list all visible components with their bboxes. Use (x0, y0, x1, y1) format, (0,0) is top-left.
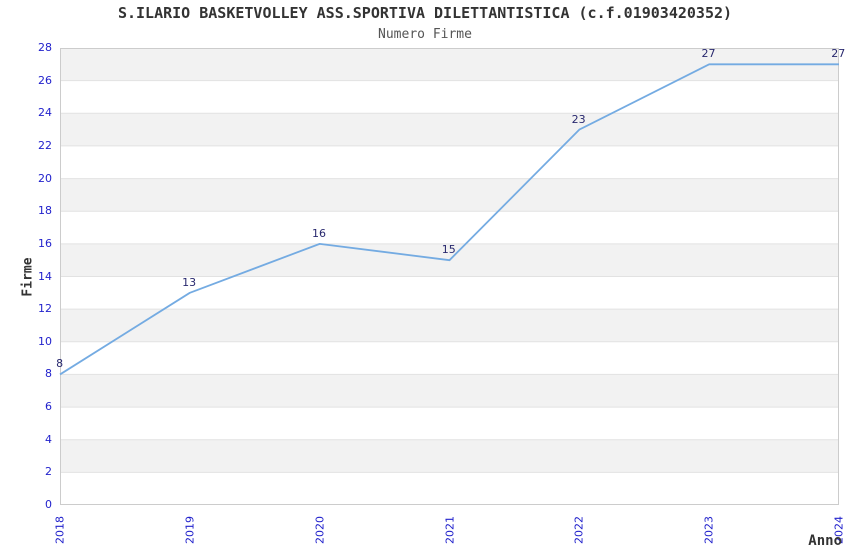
series-line (59, 63, 839, 376)
data-point-label: 27 (701, 47, 716, 61)
y-tick-label: 4 (45, 432, 52, 446)
x-axis-title: Anno (808, 533, 842, 549)
data-point-label: 15 (441, 243, 456, 257)
data-point-label: 16 (311, 226, 326, 240)
x-tick-label: 2019 (183, 516, 197, 544)
plot-border (60, 48, 839, 505)
y-tick-label: 22 (38, 138, 52, 152)
data-point-label: 13 (182, 275, 197, 289)
y-tick-label: 18 (38, 204, 52, 218)
y-tick-label: 8 (45, 367, 52, 381)
chart-title: S.ILARIO BASKETVOLLEY ASS.SPORTIVA DILET… (117, 4, 733, 22)
y-tick-label: 16 (38, 236, 52, 250)
x-tick-label: 2022 (572, 516, 586, 544)
band-row (60, 178, 839, 212)
y-tick-label: 24 (38, 106, 52, 120)
x-tick-label: 2020 (313, 516, 327, 544)
y-tick-label: 28 (38, 41, 52, 54)
y-tick-label: 26 (38, 73, 52, 87)
chart-subtitle: Numero Firme (378, 27, 472, 42)
x-tick-label: 2018 (53, 516, 67, 544)
x-tick-label: 2023 (702, 516, 716, 544)
y-tick-label: 2 (45, 465, 52, 479)
band-row (60, 374, 839, 408)
band-row (60, 309, 839, 342)
band-row (60, 113, 839, 146)
y-tick-label: 14 (38, 269, 52, 283)
x-tick-label: 2021 (443, 516, 456, 544)
data-point-label: 23 (571, 112, 586, 126)
y-tick-label: 20 (38, 171, 52, 185)
band-row (60, 439, 839, 473)
y-tick-label: 10 (38, 334, 52, 348)
data-point-label: 27 (831, 47, 846, 61)
y-tick-label: 12 (38, 302, 52, 316)
y-tick-label: 0 (45, 498, 52, 511)
y-tick-label: 6 (45, 400, 52, 414)
data-point-label: 8 (56, 357, 64, 371)
y-axis-title: Firme (20, 256, 36, 297)
